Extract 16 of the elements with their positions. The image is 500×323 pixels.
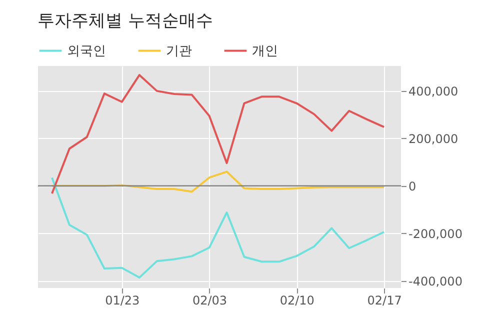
y-tick-label: 200,000 — [408, 132, 458, 146]
legend-label: 기관 — [166, 44, 192, 59]
y-tick-label: 400,000 — [408, 84, 458, 98]
x-tick-label: 02/03 — [192, 294, 228, 308]
x-tick-label: 02/17 — [367, 294, 402, 308]
x-tick-label: 02/10 — [280, 294, 314, 308]
y-tick-label: -200,000 — [408, 226, 462, 241]
legend-label: 개인 — [252, 44, 278, 59]
line-series — [50, 176, 386, 279]
x-tick-label: 01/23 — [105, 294, 140, 308]
chart-title: 투자주체별 누적순매수 — [37, 11, 213, 31]
y-tick-label: -400,000 — [408, 274, 462, 288]
line-series — [50, 170, 386, 193]
legend-label: 외국인 — [67, 44, 106, 59]
y-tick-label: 0 — [408, 179, 416, 194]
line-series — [50, 74, 386, 194]
